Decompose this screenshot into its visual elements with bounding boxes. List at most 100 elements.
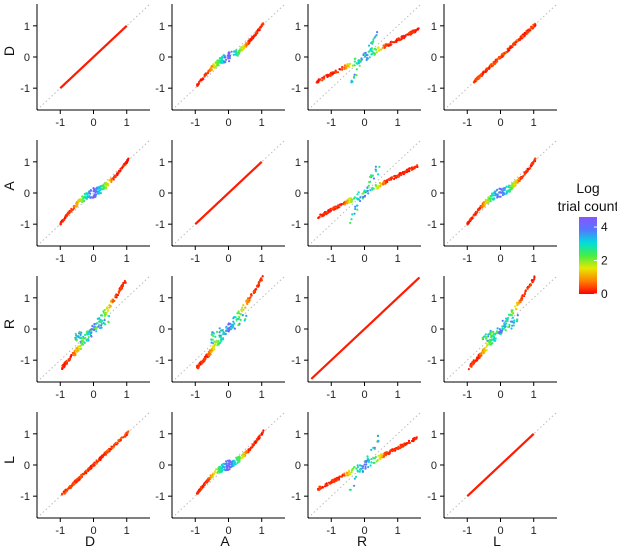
data-point <box>327 74 331 77</box>
data-point <box>112 177 115 180</box>
panel-r0-c3: -1 -1 0 0 1 1 <box>427 3 558 129</box>
data-point <box>333 208 336 211</box>
data-point <box>82 472 85 475</box>
data-point <box>389 449 392 453</box>
data-point <box>224 332 227 336</box>
data-point <box>492 330 495 334</box>
data-point <box>107 321 110 324</box>
data-point <box>364 460 368 463</box>
data-point <box>383 181 386 184</box>
data-point <box>91 325 94 328</box>
data-point <box>488 66 491 69</box>
data-point <box>468 218 471 222</box>
identity-points <box>194 161 263 225</box>
data-point <box>103 319 106 322</box>
data-point <box>354 205 357 208</box>
data-point <box>225 58 228 61</box>
data-point <box>104 452 107 455</box>
data-point <box>217 470 220 473</box>
data-point <box>245 44 248 47</box>
data-point <box>114 174 117 177</box>
x-tick-label: -1 <box>55 525 65 537</box>
col-label-3: L <box>493 533 501 549</box>
data-point <box>228 466 231 469</box>
data-point <box>317 80 320 83</box>
data-point <box>349 62 352 65</box>
panel-r3-c0: -1 -1 0 0 1 1 <box>20 411 151 537</box>
x-tick-label: 0 <box>497 525 503 537</box>
data-point <box>232 53 235 56</box>
data-point <box>227 462 231 465</box>
data-point <box>87 338 90 341</box>
data-point <box>319 213 322 216</box>
data-point <box>346 63 349 66</box>
data-point <box>356 208 359 211</box>
data-point <box>94 194 97 198</box>
data-point <box>232 463 235 466</box>
data-point <box>383 46 386 49</box>
x-tick-label: -1 <box>462 117 472 129</box>
data-point <box>240 454 244 457</box>
data-point <box>366 455 369 458</box>
data-point <box>244 306 247 309</box>
x-tick-label: 1 <box>531 525 537 537</box>
data-point <box>325 482 328 485</box>
y-tick-label: 0 <box>295 460 301 472</box>
data-point <box>219 341 222 344</box>
data-point <box>248 39 251 42</box>
data-point <box>351 213 354 216</box>
data-point <box>75 349 78 352</box>
y-tick-label: -1 <box>20 219 30 231</box>
data-point <box>217 343 220 346</box>
y-tick-label: 1 <box>431 429 437 441</box>
data-point <box>59 222 62 225</box>
data-point <box>352 75 356 78</box>
data-point <box>333 477 337 480</box>
data-point <box>69 355 72 358</box>
data-point <box>414 165 417 168</box>
data-point <box>498 56 501 59</box>
data-point <box>75 481 78 484</box>
data-point <box>102 321 105 325</box>
data-point <box>122 164 125 167</box>
data-point <box>227 54 230 57</box>
data-point <box>382 455 386 458</box>
data-point <box>491 335 494 338</box>
data-point <box>100 322 103 325</box>
data-point <box>261 22 264 25</box>
data-point <box>375 48 378 51</box>
y-tick-label: 1 <box>295 293 301 305</box>
panel-r0-c0: -1 -1 0 0 1 1 <box>20 3 151 129</box>
data-point <box>222 54 225 57</box>
col-label-0: D <box>85 533 95 549</box>
data-point <box>354 207 357 211</box>
data-point <box>475 210 478 214</box>
legend: Log trial count 4 2 0 <box>558 180 617 301</box>
data-point <box>512 181 515 184</box>
data-point <box>517 179 521 183</box>
data-point <box>532 162 535 165</box>
identity-points <box>59 25 128 89</box>
data-point <box>353 466 356 469</box>
data-point <box>100 188 103 191</box>
data-point <box>387 452 390 456</box>
points <box>466 157 537 226</box>
data-point <box>103 314 106 317</box>
data-point <box>372 52 375 55</box>
data-point <box>108 450 111 453</box>
data-point <box>232 320 235 323</box>
data-point <box>374 184 377 187</box>
data-point <box>108 179 112 182</box>
x-tick-label: 1 <box>259 389 265 401</box>
data-point <box>360 464 363 467</box>
data-point <box>508 184 511 187</box>
data-point <box>367 50 370 53</box>
x-tick-label: -1 <box>190 117 200 129</box>
data-point <box>247 300 250 304</box>
data-point <box>472 81 475 84</box>
x-tick-label: 1 <box>531 117 537 129</box>
data-point <box>513 319 516 322</box>
data-point <box>60 220 63 223</box>
data-point <box>238 312 241 315</box>
data-point <box>82 340 85 343</box>
